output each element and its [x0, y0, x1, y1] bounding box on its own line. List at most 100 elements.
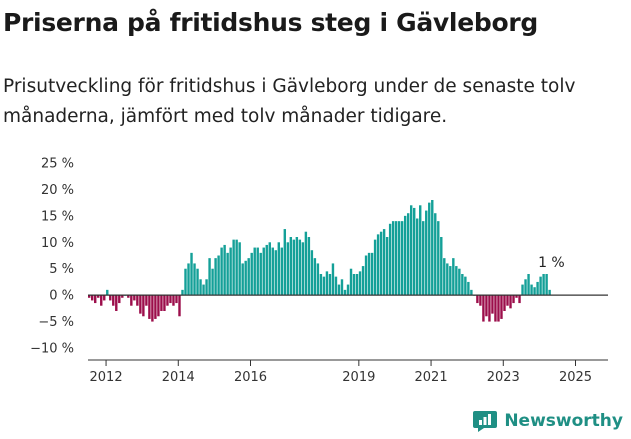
bar [127, 295, 130, 298]
x-tick-label: 2012 [90, 370, 123, 385]
bar [106, 289, 109, 296]
bar [337, 284, 341, 296]
bar [214, 258, 217, 296]
bar [193, 263, 196, 296]
bar [328, 274, 332, 296]
bar [190, 252, 193, 296]
bar [503, 295, 506, 311]
bar [542, 274, 545, 296]
brand-name: Newsworthy [504, 411, 623, 431]
bar [295, 237, 299, 296]
bar [187, 263, 190, 296]
bar [157, 295, 160, 317]
bar [364, 255, 368, 296]
bar [94, 295, 97, 304]
bar [277, 242, 280, 296]
bar [509, 295, 512, 309]
bar [413, 207, 416, 296]
bar [419, 205, 422, 296]
bar [220, 247, 223, 296]
bar [406, 213, 410, 296]
bar [325, 271, 329, 296]
bar [449, 266, 452, 296]
bar [416, 218, 419, 296]
bar [464, 276, 467, 296]
bar [403, 215, 407, 296]
bar [440, 237, 443, 296]
y-tick-label: −5 % [38, 315, 74, 330]
bar [376, 234, 380, 296]
bar [91, 295, 94, 301]
bar [247, 258, 250, 296]
bar [154, 295, 157, 319]
bar [103, 295, 106, 301]
bar [397, 221, 401, 296]
bar [388, 223, 392, 296]
x-tick-label: 2019 [342, 370, 375, 385]
x-tick-label: 2021 [415, 370, 448, 385]
bar [452, 258, 455, 296]
bar [391, 221, 395, 296]
bar [205, 279, 208, 296]
bar [313, 258, 317, 296]
bar [316, 263, 320, 296]
bar [536, 281, 539, 296]
bar [223, 244, 226, 296]
bar [151, 295, 154, 322]
page-title: Priserna på fritidshus steg i Gävleborg [3, 8, 538, 37]
bar [382, 229, 386, 296]
bar [208, 258, 211, 296]
bar [271, 247, 274, 296]
bar [136, 295, 139, 306]
bar [172, 295, 175, 306]
bar [181, 289, 184, 296]
bar [455, 266, 458, 296]
bar [235, 239, 238, 296]
bar [265, 244, 268, 296]
bar [145, 295, 148, 306]
bar [241, 263, 244, 296]
bar [494, 295, 497, 322]
bar [479, 295, 482, 306]
bar [379, 231, 383, 296]
bar [428, 202, 431, 296]
bar [307, 237, 311, 296]
bar [118, 295, 121, 304]
bar [310, 250, 314, 296]
bar [232, 239, 235, 296]
latest-value-label: 1 % [538, 255, 565, 271]
bar [163, 295, 166, 311]
bar [476, 295, 479, 304]
bar [169, 295, 172, 304]
bar [130, 295, 133, 306]
bar [434, 213, 437, 296]
bar [88, 295, 91, 298]
bar [367, 252, 371, 296]
bar [352, 274, 356, 296]
bar [160, 295, 163, 311]
bar [148, 295, 151, 319]
bar [497, 295, 500, 322]
bar [443, 258, 446, 296]
bar [437, 221, 440, 296]
x-tick-label: 2023 [487, 370, 520, 385]
bar [548, 289, 551, 296]
bar [226, 252, 229, 296]
y-tick-label: 15 % [41, 209, 74, 224]
y-tick-label: 20 % [41, 183, 74, 198]
bar [322, 276, 326, 296]
bar [533, 287, 536, 296]
bar [488, 295, 491, 322]
bar [355, 274, 359, 296]
bar [461, 274, 464, 296]
bar [142, 295, 145, 317]
bar [121, 295, 124, 298]
bar [425, 210, 428, 296]
bar [109, 295, 112, 301]
bar [512, 295, 515, 304]
bar [521, 284, 524, 296]
bar [292, 239, 296, 296]
bar [343, 289, 347, 296]
bar [139, 295, 142, 314]
